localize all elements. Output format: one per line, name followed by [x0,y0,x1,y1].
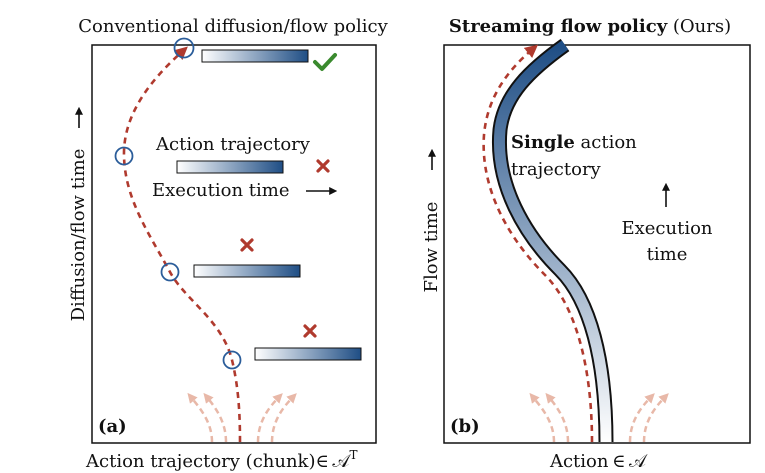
noise-arrows-left [187,392,297,443]
right-panel: Streaming flow policy (Ours) Single acti… [421,16,751,472]
left-panel-title: Conventional diffusion/flow policy [78,16,388,37]
cross-icon [303,324,317,338]
left-panel: Conventional diffusion/flow policy [68,16,389,472]
single-trajectory-annotation-line2: trajectory [511,159,602,180]
step-circle-2 [114,146,134,166]
trajectory-bar-4 [254,347,362,361]
single-trajectory-annotation: Single action [511,132,637,153]
right-x-axis-label: Action ∈ 𝒜 [549,451,648,472]
single-trajectory-tube [493,40,612,443]
panel-tag-b: (b) [450,416,480,437]
left-x-axis-label: Action trajectory (chunk)∈ 𝒜T [85,448,357,472]
step-circle-3 [160,262,180,282]
cross-icon [316,159,330,173]
trajectory-bar-3 [193,264,301,278]
legend-execution-time: Execution time [152,180,289,201]
step-circle-4 [222,350,242,370]
flow-path [482,44,594,443]
right-y-axis-label: Flow time [421,202,442,293]
step-circle-1 [173,37,195,59]
cross-icon [240,238,254,252]
noise-arrows-right [529,392,669,443]
panel-tag-a: (a) [98,416,127,437]
execution-label-line1: Execution [621,218,712,239]
denoising-path [122,46,242,443]
single-trajectory-tube-outline [491,38,614,443]
right-panel-title: Streaming flow policy (Ours) [449,16,731,37]
check-icon [313,53,337,71]
left-y-axis-label: Diffusion/flow time [68,149,89,322]
execution-label-line2: time [647,244,688,265]
trajectory-bar-legend [176,160,284,174]
left-panel-frame [91,44,377,444]
legend-action-trajectory: Action trajectory [155,134,311,155]
right-panel-frame [443,44,751,444]
trajectory-bar-1 [201,49,309,63]
